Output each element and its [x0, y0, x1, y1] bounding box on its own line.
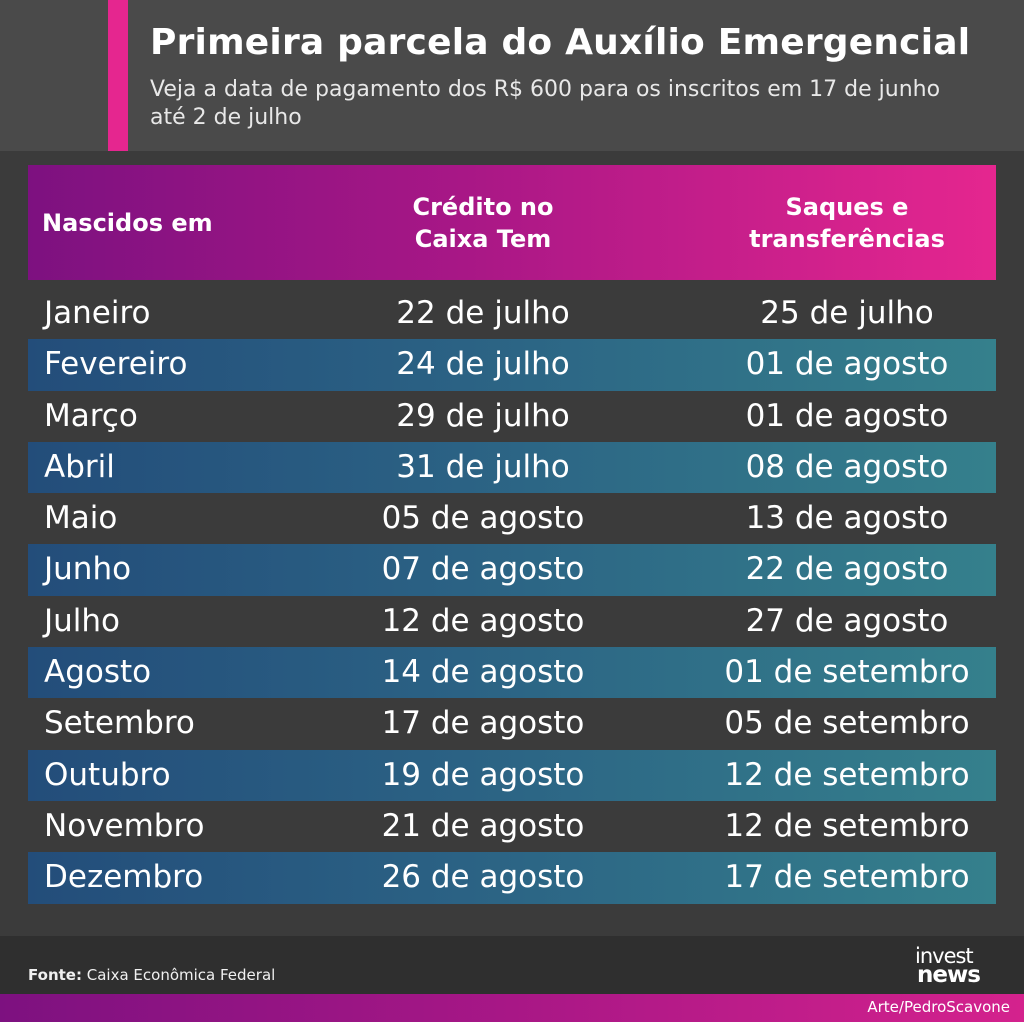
- withdrawal-date-cell: 13 de agosto: [745, 500, 949, 537]
- birth-month-cell: Janeiro: [44, 295, 151, 331]
- table-row: Outubro 19 de agosto 12 de setembro: [28, 749, 996, 801]
- header-panel: [0, 0, 1024, 151]
- credit-date-cell: 21 de agosto: [381, 807, 585, 844]
- withdrawal-date-cell: 12 de setembro: [724, 807, 970, 844]
- table-row: Fevereiro 24 de julho 01 de agosto: [28, 339, 996, 391]
- column-header-withdrawal: Saques e transferências: [749, 192, 945, 253]
- birth-month-cell: Outubro: [44, 756, 171, 793]
- withdrawal-date-cell: 27 de agosto: [745, 602, 949, 639]
- credit-date-cell: 24 de julho: [396, 346, 570, 383]
- source-note: Fonte: Caixa Econômica Federal: [28, 966, 276, 984]
- birth-month-cell: Setembro: [44, 705, 195, 742]
- birth-month-cell: Dezembro: [44, 859, 204, 896]
- withdrawal-date-cell: 22 de agosto: [745, 551, 949, 588]
- table-body: Janeiro 22 de julho 25 de julho Fevereiro 24…: [28, 288, 996, 904]
- birth-month-cell: Maio: [44, 500, 118, 537]
- credit-date-cell: 07 de agosto: [381, 551, 585, 588]
- accent-bar: [108, 0, 128, 151]
- withdrawal-date-cell: 08 de agosto: [745, 448, 949, 485]
- table-header: Nascidos em Crédito no Caixa Tem Saques …: [28, 165, 996, 280]
- table-row: Dezembro 26 de agosto 17 de setembro: [28, 852, 996, 904]
- withdrawal-date-cell: 01 de agosto: [745, 346, 949, 383]
- table-row: Julho 12 de agosto 27 de agosto: [28, 596, 996, 647]
- birth-month-cell: Julho: [44, 602, 121, 639]
- withdrawal-date-cell: 12 de setembro: [724, 756, 970, 793]
- table-row: Março 29 de julho 01 de agosto: [28, 391, 996, 442]
- table-row: Abril 31 de julho 08 de agosto: [28, 441, 996, 494]
- withdrawal-date-cell: 01 de setembro: [724, 654, 970, 691]
- birth-month-cell: Agosto: [44, 654, 152, 691]
- credit-date-cell: 31 de julho: [396, 448, 570, 485]
- payment-table: Nascidos em Crédito no Caixa Tem Saques …: [28, 165, 996, 904]
- logo-text-top: invest: [915, 944, 974, 968]
- birth-month-cell: Fevereiro: [44, 346, 188, 383]
- investnews-logo: invest news: [915, 944, 1010, 990]
- page-subtitle: Veja a data de pagamento dos R$ 600 para…: [150, 77, 941, 130]
- birth-month-cell: Junho: [44, 551, 132, 588]
- withdrawal-date-cell: 01 de agosto: [745, 397, 949, 434]
- credit-date-cell: 22 de julho: [396, 295, 570, 331]
- withdrawal-date-cell: 05 de setembro: [724, 705, 970, 742]
- page-title: Primeira parcela do Auxílio Emergencial: [150, 22, 971, 63]
- birth-month-cell: Abril: [44, 448, 115, 485]
- table-row: Junho 07 de agosto 22 de agosto: [28, 544, 996, 596]
- credit-date-cell: 19 de agosto: [381, 756, 585, 793]
- column-header-born: Nascidos em: [42, 208, 213, 237]
- credit-date-cell: 26 de agosto: [381, 859, 585, 896]
- art-credit: Arte/PedroScavone: [867, 998, 1010, 1016]
- table-row: Janeiro 22 de julho 25 de julho: [28, 288, 996, 339]
- credit-date-cell: 29 de julho: [396, 397, 570, 434]
- table-row: Novembro 21 de agosto 12 de setembro: [28, 801, 996, 852]
- column-header-credit: Crédito no Caixa Tem: [412, 192, 554, 253]
- table-row: Agosto 14 de agosto 01 de setembro: [28, 647, 996, 699]
- table-row: Maio 05 de agosto 13 de agosto: [28, 493, 996, 544]
- footer-panel: [0, 936, 1024, 994]
- credit-date-cell: 17 de agosto: [381, 705, 585, 742]
- birth-month-cell: Novembro: [44, 807, 205, 844]
- withdrawal-date-cell: 25 de julho: [760, 295, 934, 331]
- table-row: Setembro 17 de agosto 05 de setembro: [28, 698, 996, 749]
- credit-date-cell: 12 de agosto: [381, 602, 585, 639]
- birth-month-cell: Março: [44, 397, 138, 434]
- bottom-bar: [0, 994, 1024, 1022]
- credit-date-cell: 14 de agosto: [381, 654, 585, 691]
- withdrawal-date-cell: 17 de setembro: [724, 859, 970, 896]
- credit-date-cell: 05 de agosto: [381, 500, 585, 537]
- logo-text-bottom: news: [917, 962, 981, 988]
